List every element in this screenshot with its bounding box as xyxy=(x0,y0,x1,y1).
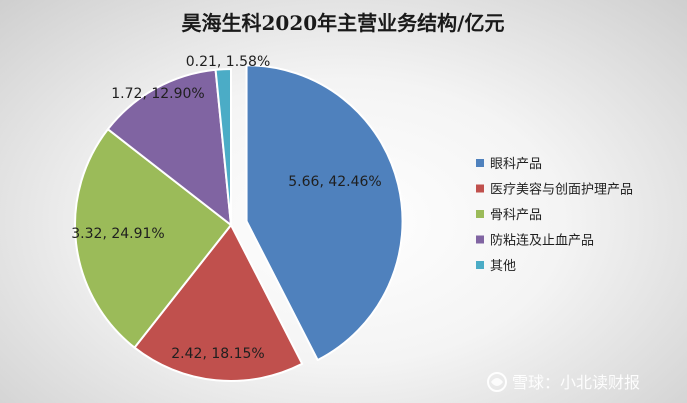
pie-slice-2 xyxy=(133,224,304,382)
pie-data-labels: 5.66, 42.46% 2.42, 18.15% 3.32, 24.91% 1.72… xyxy=(71,54,381,362)
legend-swatch-2 xyxy=(476,184,484,193)
legend-swatch-1 xyxy=(476,159,484,167)
legend-label-2: 医疗美容与创面护理产品 xyxy=(490,182,633,198)
legend-label-4: 防粘连及止血产品 xyxy=(490,233,594,249)
pie-slice-5 xyxy=(214,68,232,226)
data-label-2: 2.42, 18.15% xyxy=(171,346,264,362)
legend-label-3: 骨科产品 xyxy=(490,208,542,223)
data-label-3: 3.32, 24.91% xyxy=(71,226,164,242)
legend-label-5: 其他 xyxy=(490,259,516,274)
pie-slice-3 xyxy=(74,128,232,349)
watermark: 雪球：小北读财报 xyxy=(487,372,640,392)
data-label-5: 0.21, 1.58% xyxy=(186,54,271,70)
snowball-logo-icon xyxy=(487,372,507,392)
watermark-text: 雪球：小北读财报 xyxy=(512,373,640,392)
data-label-4: 1.72, 12.90% xyxy=(111,86,204,102)
pie-slice-1 xyxy=(245,64,404,362)
pie-slice-4 xyxy=(106,68,232,226)
legend-swatch-5 xyxy=(476,261,484,269)
data-label-1: 5.66, 42.46% xyxy=(288,174,381,190)
chart-title: 昊海生科2020年主营业务结构/亿元 xyxy=(182,11,505,35)
pie-slices xyxy=(74,64,404,382)
legend-swatch-3 xyxy=(476,210,484,218)
legend-label-1: 眼科产品 xyxy=(490,157,542,172)
legend-swatch-4 xyxy=(476,235,484,244)
